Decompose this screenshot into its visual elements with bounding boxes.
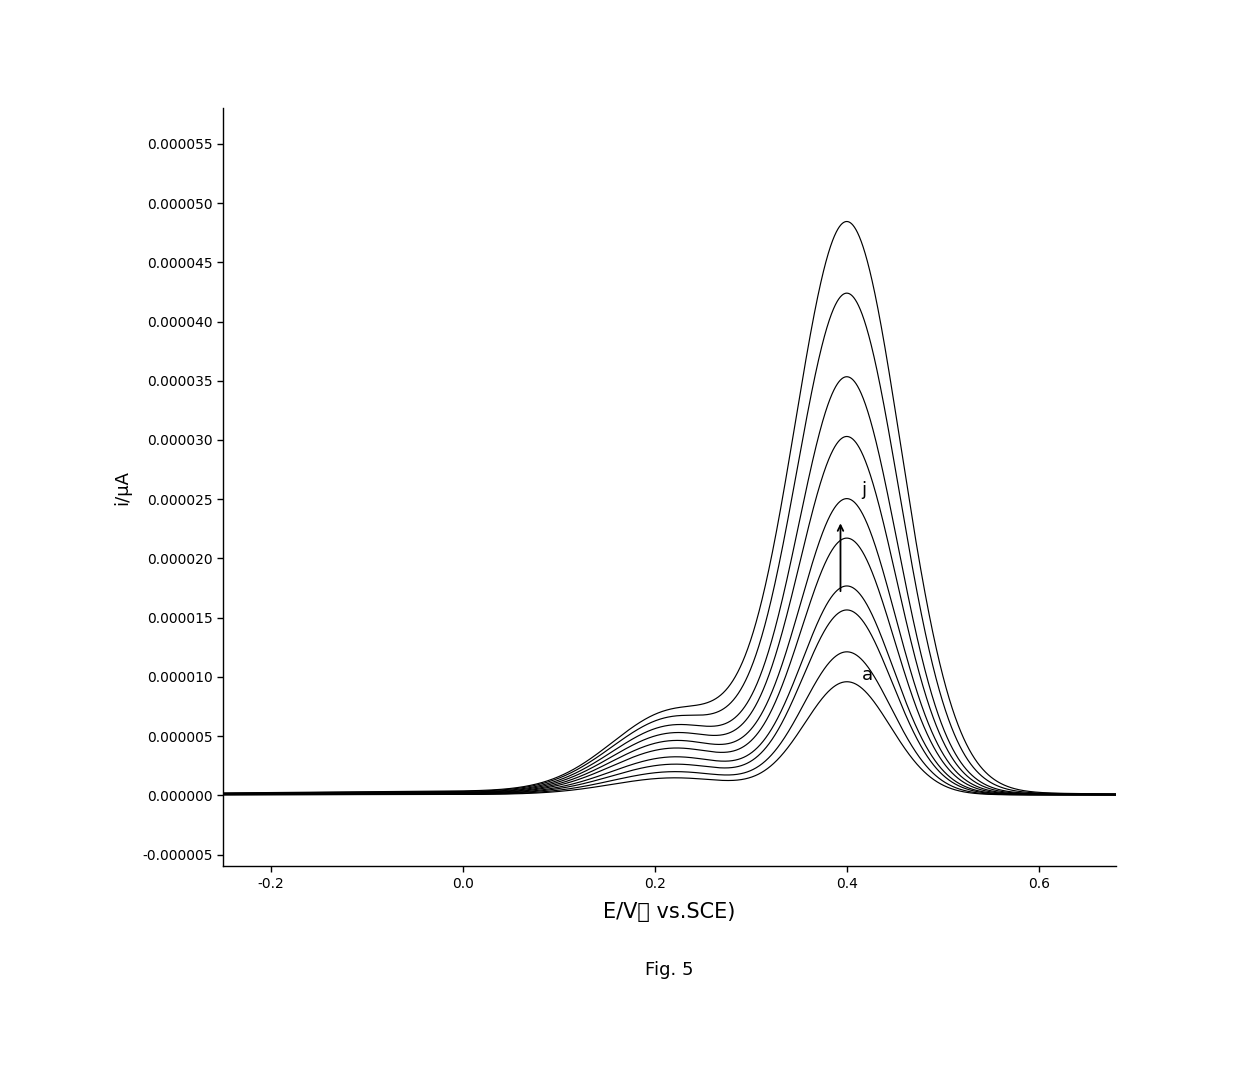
Text: Fig. 5: Fig. 5 — [645, 961, 694, 979]
Text: j: j — [862, 481, 867, 498]
Text: a: a — [862, 666, 873, 683]
Y-axis label: i/μA: i/μA — [113, 470, 131, 505]
X-axis label: E/V（ vs.SCE): E/V（ vs.SCE) — [604, 902, 735, 922]
